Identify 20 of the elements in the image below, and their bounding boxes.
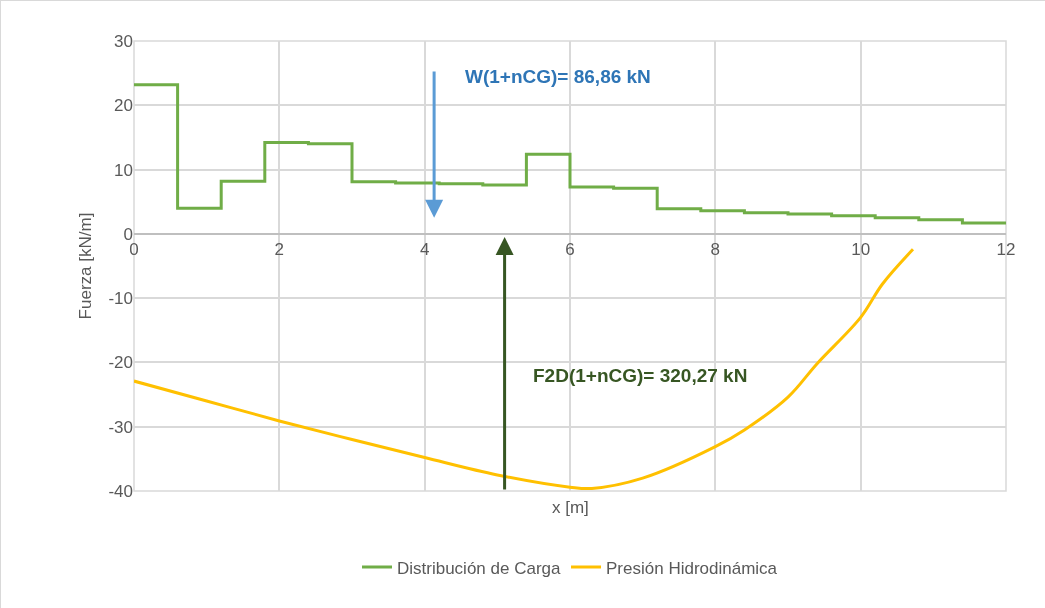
y-tick-label: 0	[123, 224, 133, 244]
legend-label: Presión Hidrodinámica	[606, 558, 778, 578]
legend-label: Distribución de Carga	[397, 558, 562, 578]
x-axis-title: x [m]	[552, 498, 589, 517]
y-axis-title: Fuerza [kN/m]	[75, 212, 95, 320]
y-tick-label: -20	[108, 353, 133, 373]
y-tick-label: 20	[114, 96, 133, 116]
x-tick-label: 10	[851, 240, 871, 260]
y-tick-label: 30	[114, 31, 133, 51]
y-tick-label: -40	[108, 481, 133, 501]
y-tick-label: 10	[114, 160, 133, 180]
x-tick-label: 6	[565, 240, 575, 260]
annotation: W(1+nCG)= 86,86 kN	[465, 66, 651, 87]
x-tick-label: 12	[996, 240, 1016, 260]
x-tick-label: 4	[419, 240, 430, 260]
annotation: F2D(1+nCG)= 320,27 kN	[533, 365, 748, 386]
x-tick-label: 8	[710, 240, 721, 260]
x-tick-label: 2	[274, 240, 285, 260]
y-tick-label: -10	[108, 289, 133, 309]
y-tick-label: -30	[108, 417, 133, 437]
